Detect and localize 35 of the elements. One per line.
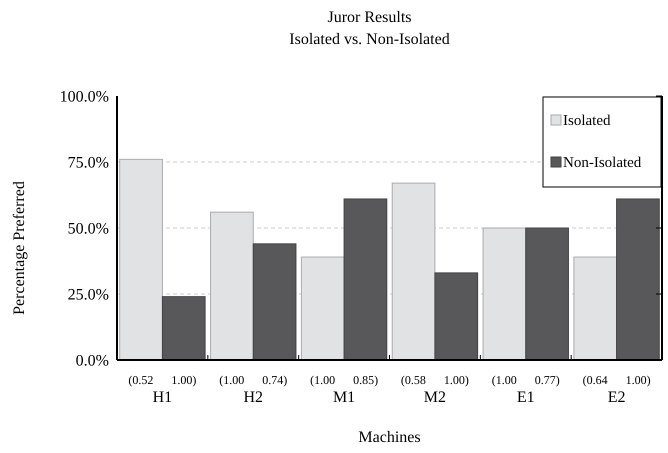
y-tick-label: 0.0%	[76, 352, 109, 370]
legend-label: Isolated	[563, 113, 611, 129]
bar	[573, 256, 618, 360]
bar	[616, 198, 660, 360]
text: (1.00 0.85)	[310, 373, 378, 387]
bar	[482, 228, 526, 360]
text: (0.58 1.00)	[400, 373, 469, 387]
y-tick-label: 25.0%	[68, 286, 109, 304]
x-axis-title: Machines	[358, 429, 421, 446]
text: (0.64 1.00)	[582, 373, 651, 387]
x-tick-label: E2	[608, 389, 626, 406]
bar	[392, 182, 436, 360]
x-tick-label: M1	[332, 389, 356, 406]
x-tick-label: H1	[152, 389, 172, 406]
bar	[119, 158, 163, 360]
bar	[162, 296, 206, 360]
bar	[252, 243, 296, 360]
text: (1.00 0.77)	[492, 373, 560, 387]
y-tick-label: 100.0%	[60, 88, 109, 106]
bar	[525, 228, 569, 360]
bar	[434, 272, 478, 360]
chart-subtitle: Isolated vs. Non-Isolated	[289, 31, 450, 48]
chart-title: Juror Results	[328, 9, 412, 26]
text: (0.52 1.00)	[128, 373, 196, 387]
y-tick-label: 75.0%	[68, 154, 109, 172]
x-tick-label: H2	[243, 389, 264, 406]
bar	[344, 198, 388, 360]
y-tick-label: 50.0%	[68, 220, 109, 238]
legend-label: Non-Isolated	[563, 155, 642, 171]
bar	[300, 256, 345, 360]
x-tick-label: M2	[424, 389, 446, 406]
y-axis-title: Percentage Preferred	[11, 181, 28, 315]
bar	[210, 212, 254, 360]
text: (1.00 0.74)	[219, 373, 288, 387]
x-tick-label: E1	[516, 389, 535, 406]
